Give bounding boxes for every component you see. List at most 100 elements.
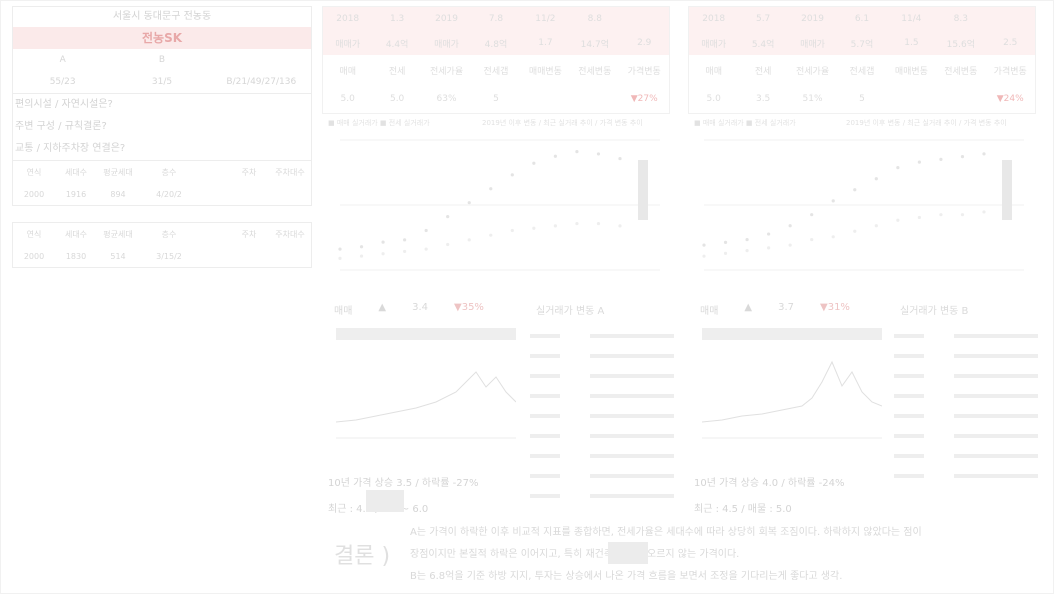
left-info-panel: 서울시 동대문구 전농동 전농SK A B 55/23 31/5 B/21/49… [12, 6, 312, 268]
series-0-point [596, 152, 601, 156]
series-0-point [510, 173, 514, 177]
series-0-point [381, 240, 385, 244]
conclusion-line-2: 장점이지만 본질적 하락은 이어지고, 특히 재건축은 쉽게 오르지 않는 가격… [410, 549, 740, 560]
series-1-point [596, 221, 601, 226]
chart-b-note: 2019년 이후 변동 / 최근 실거래 추이 / 가격 변동 추이 [846, 119, 1007, 127]
series-1-point [810, 237, 814, 242]
series-0-point [874, 177, 878, 181]
series-1-point [745, 249, 749, 253]
series-0-point [982, 152, 986, 156]
price-list-b [894, 330, 1038, 500]
series-0-point [788, 224, 792, 228]
facility-line: 편의시설 / 자연시설은? [15, 99, 113, 110]
series-1-point [960, 213, 965, 217]
series-1-point [446, 242, 450, 247]
price-row-years: 2018 5.7 2019 6.1 11/4 8.3 [689, 7, 1035, 31]
series-1-point [767, 246, 771, 250]
price-row-stats: 5.0 5.0 63% 5 ▼27% [340, 94, 658, 104]
conclusion-label: 결론 ) [334, 544, 391, 569]
series-1-point [788, 243, 792, 247]
price-chart-b [694, 132, 1034, 282]
series-1-point [553, 224, 557, 228]
complex-table-2: 연식 세대수 평균세대 층수 주차 주차대수 2000 1830 514 3/1… [12, 222, 312, 268]
stats-a: 매매 ▲ 3.4 ▼35% [334, 302, 484, 317]
mini-chart-a-header [336, 328, 516, 340]
list-title-a: 실거래가 변동 A [536, 306, 605, 317]
series-0-point [359, 245, 364, 249]
summary-b-1: 10년 가격 상승 4.0 / 하락률 -24% [694, 478, 845, 489]
series-1-point [939, 213, 943, 217]
redaction-block [366, 490, 404, 512]
price-row-stats: 5.0 3.5 51% 5 ▼24% [706, 94, 1024, 104]
series-1-point [831, 235, 835, 239]
series-1-point [510, 228, 514, 233]
series-1-point [403, 249, 407, 254]
series-0-point [403, 238, 407, 242]
series-1-point [874, 224, 878, 228]
price-row-values: 매매가 4.4억 매매가 4.8억 1.7 14.7억 2.9 [323, 31, 669, 55]
series-0-point [489, 187, 493, 191]
series-0-point [338, 247, 342, 251]
price-chart-a [330, 132, 670, 282]
series-0-point [618, 156, 622, 161]
series-1-point [489, 233, 493, 237]
price-table-b: 2018 5.7 2019 6.1 11/4 8.3 매매가 5.4억 매매가 5.7억 1.5 1… [688, 6, 1036, 114]
series-1-point [338, 256, 342, 260]
series-0-point [702, 243, 706, 247]
series-0-point [896, 166, 900, 170]
summary-a-1: 10년 가격 상승 3.5 / 하락률 -27% [328, 478, 479, 489]
series-1-point [702, 254, 706, 258]
chart-a-note: 2019년 이후 변동 / 최근 실거래 추이 / 가격 변동 추이 [482, 119, 643, 127]
series-0-point [553, 154, 557, 158]
transport-line: 교통 / 지하주차장 연결은? [15, 143, 126, 154]
mini-chart-b [701, 342, 883, 456]
recent-range-bar [638, 160, 648, 220]
redaction-block-2 [608, 542, 648, 564]
series-1-point [575, 221, 579, 226]
series-1-point [853, 229, 857, 233]
complex-table-1: 연식 세대수 평균세대 층수 주차 주차대수 2000 1916 894 4/2… [12, 161, 312, 206]
info-headers: A B [59, 55, 166, 65]
recent-range-bar [1002, 160, 1012, 220]
series-0-point [424, 228, 428, 233]
series-0-point [831, 199, 835, 203]
info-values: 55/23 31/5 B/21/49/27/136 [49, 77, 297, 87]
complex-name: 전농SK [13, 27, 311, 49]
price-row-headers: 매매 전세 전세가율 전세갭 매매변동 전세변동 가격변동 [705, 66, 1027, 77]
series-1-point [381, 252, 385, 256]
price-row-values: 매매가 5.4억 매매가 5.7억 1.5 15.6억 2.5 [689, 31, 1035, 55]
area-title: 서울시 동대문구 전농동 [112, 11, 212, 22]
series-1-point [618, 224, 622, 228]
series-1-point [467, 238, 471, 242]
series-0-point [960, 154, 965, 159]
chart-a-legend: ■ 매매 실거래가 ■ 전세 실거래가 [328, 119, 430, 127]
price-row-years: 2018 1.3 2019 7.8 11/2 8.8 [323, 7, 669, 31]
series-0-point [446, 215, 450, 219]
series-0-point [723, 240, 728, 244]
series-0-point [853, 188, 857, 192]
series-1-point [917, 215, 921, 220]
series-0-point [917, 160, 921, 164]
series-0-point [939, 157, 943, 161]
price-list-a [530, 330, 674, 500]
series-0-point [467, 201, 471, 205]
price-row-headers: 매매 전세 전세가율 전세갭 매매변동 전세변동 가격변동 [339, 66, 661, 77]
series-1-point [532, 226, 536, 230]
conclusion-line-3: B는 6.8억을 기준 하방 지지, 투자는 상승에서 나온 가격 흐름을 보면… [410, 571, 843, 582]
chart-b-legend: ■ 매매 실거래가 ■ 전세 실거래가 [694, 119, 796, 127]
mini-chart-b-header [702, 328, 882, 340]
series-1-point [424, 247, 428, 251]
series-0-point [532, 161, 536, 165]
list-title-b: 실거래가 변동 B [900, 306, 969, 317]
price-table-a: 2018 1.3 2019 7.8 11/2 8.8 매매가 4.4억 매매가 4.8억 1.7 1… [322, 6, 670, 114]
series-1-point [359, 254, 364, 258]
series-0-point [767, 232, 771, 236]
composition-line: 주변 구성 / 규칙결론? [15, 121, 107, 132]
series-0-point [745, 237, 749, 242]
mini-chart-a [335, 342, 517, 456]
conclusion-line-1: A는 가격이 하락한 이후 비교적 지표를 종합하면, 전세가율은 세대수에 따… [410, 527, 922, 538]
conclusion-text: A는 가격이 하락한 이후 비교적 지표를 종합하면, 전세가율은 세대수에 따… [410, 522, 1010, 588]
series-1-point [982, 210, 986, 214]
series-0-point [810, 213, 814, 217]
series-1-point [723, 251, 728, 256]
